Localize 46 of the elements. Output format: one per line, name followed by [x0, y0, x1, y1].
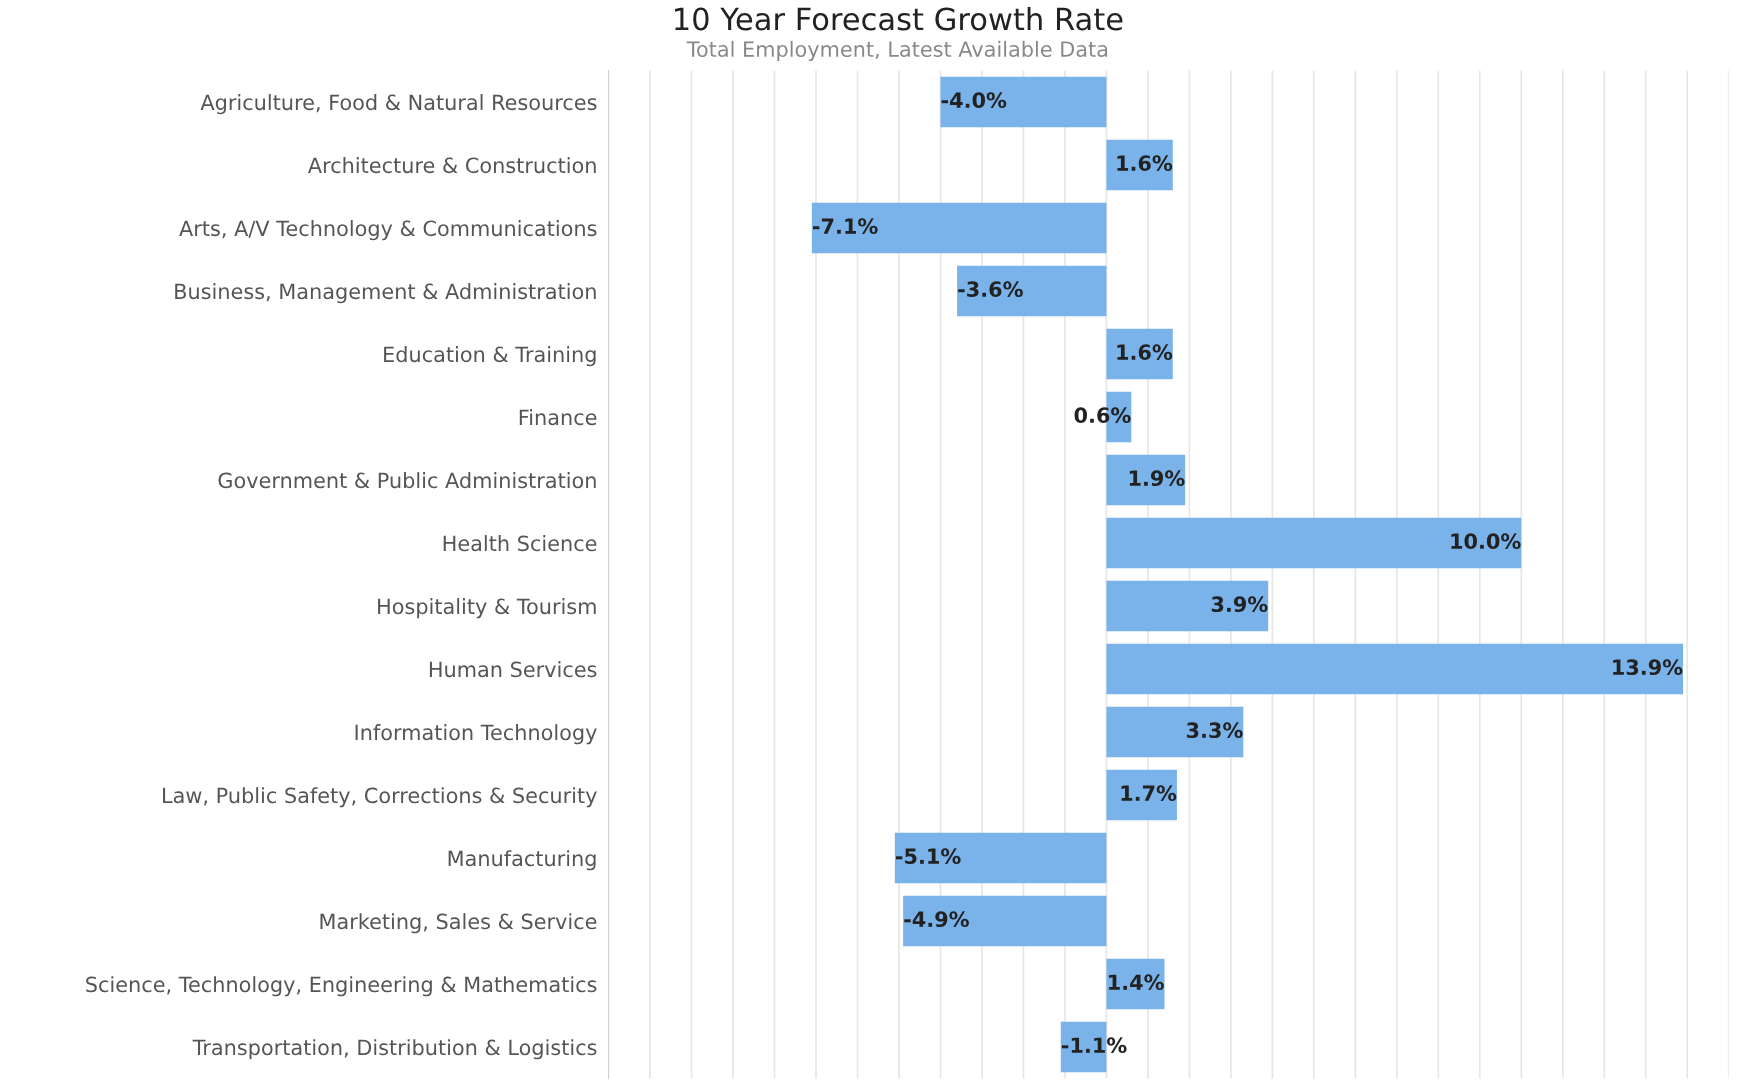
y-tick-label: Information Technology [355, 724, 597, 745]
chart-title: 10 Year Forecast Growth Rate [675, 6, 1123, 31]
y-tick-label: Education & Training [384, 346, 596, 367]
bar [811, 202, 1107, 254]
data-label: -3.6% [958, 281, 1023, 298]
y-tick-label: Health Science [443, 535, 597, 552]
bar [894, 832, 1107, 884]
bar [1106, 454, 1186, 506]
y-tick-label: Business, Management & Administration [175, 283, 596, 304]
data-label: -7.1% [812, 218, 878, 235]
bar [957, 265, 1107, 317]
y-tick-label: Transportation, Distribution & Logistics [192, 1039, 597, 1060]
chart-subtitle: Total Employment, Latest Available Data [686, 40, 1108, 62]
data-label: -4.9% [904, 911, 969, 928]
bar [1106, 328, 1173, 380]
data-label: 1.4% [1109, 974, 1164, 991]
y-tick-label: Finance [519, 409, 597, 426]
bar [1106, 706, 1244, 758]
bar [1106, 517, 1522, 569]
y-tick-label: Agriculture, Food & Natural Resources [200, 94, 597, 115]
data-label: -4.0% [941, 92, 1007, 109]
y-tick-label: Arts, A/V Technology & Communications [179, 220, 597, 241]
data-label: 1.7% [1121, 785, 1177, 802]
bar [1106, 769, 1177, 821]
y-tick-label: Law, Public Safety, Corrections & Security [163, 787, 597, 808]
y-tick-label: Architecture & Construction [307, 157, 596, 174]
bar [940, 76, 1107, 128]
data-label: 1.9% [1129, 470, 1185, 487]
data-label: 13.9% [1613, 659, 1683, 676]
y-tick-label: Human Services [429, 661, 597, 678]
bar [1106, 580, 1269, 632]
data-label: 3.9% [1211, 596, 1268, 613]
data-label: 10.0% [1451, 533, 1521, 550]
data-label: 1.6% [1117, 344, 1173, 361]
bar [1106, 643, 1684, 695]
data-label: 1.6% [1117, 155, 1173, 172]
y-tick-label: Government & Public Administration [218, 472, 596, 489]
bar [1106, 958, 1165, 1010]
bar [1106, 139, 1173, 191]
data-label: -5.1% [895, 848, 961, 865]
y-tick-label: Marketing, Sales & Service [320, 913, 597, 934]
bar [903, 895, 1107, 947]
y-tick-label: Science, Technology, Engineering & Mathematics [86, 976, 597, 997]
y-tick-label: Manufacturing [448, 850, 596, 871]
y-tick-label: Hospitality & Tourism [378, 598, 596, 619]
data-label: 3.3% [1186, 722, 1243, 739]
